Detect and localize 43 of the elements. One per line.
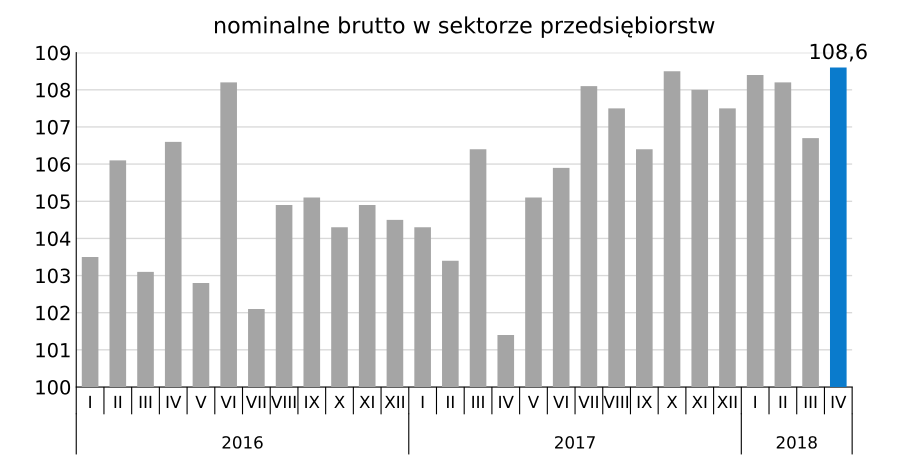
- y-tick-label: 102: [36, 306, 70, 320]
- x-tick-label: I: [422, 396, 424, 408]
- x-tick-label: IX: [305, 396, 320, 408]
- x-tick-label: IV: [166, 396, 182, 408]
- x-tick-label: V: [195, 396, 207, 408]
- x-tick-label: II: [780, 396, 786, 408]
- text: 2017: [555, 436, 595, 449]
- x-tick-label: I: [754, 396, 756, 408]
- y-tick-label: 105: [36, 194, 70, 209]
- data-label: 108,6: [810, 44, 867, 62]
- x-tick-label: XII: [384, 396, 404, 408]
- x-tick-label: II: [447, 396, 454, 408]
- y-tick-label: 109: [36, 46, 70, 60]
- text: 2016: [222, 436, 263, 449]
- x-tick-label: III: [472, 396, 484, 408]
- x-tick-label: III: [804, 396, 816, 408]
- x-tick-label: V: [528, 396, 540, 408]
- x-tick-label: VII: [578, 396, 598, 408]
- x-tick-label: XI: [360, 396, 374, 408]
- x-tick-label: I: [89, 396, 91, 408]
- x-tick-label: X: [334, 396, 345, 408]
- y-tick-label: 101: [36, 342, 70, 358]
- y-tick-label: 108: [36, 82, 70, 98]
- y-tick-label: 106: [36, 157, 70, 172]
- x-tick-label: VIII: [604, 396, 628, 408]
- x-tick-label: VI: [220, 396, 236, 408]
- x-tick-label: IV: [499, 396, 514, 408]
- x-tick-label: VI: [553, 396, 568, 408]
- y-tick-label: 107: [36, 120, 70, 135]
- y-tick-label: 103: [36, 268, 70, 284]
- x-tick-label: II: [114, 396, 122, 408]
- y-tick-label: 104: [36, 231, 70, 246]
- text: 2018: [776, 436, 817, 449]
- x-tick-label: VIII: [271, 396, 296, 408]
- x-tick-label: X: [666, 396, 678, 408]
- x-tick-label: IV: [832, 396, 846, 408]
- x-tick-label: XI: [692, 396, 706, 408]
- x-tick-label: XII: [717, 396, 736, 408]
- x-tick-label: VII: [246, 396, 266, 408]
- y-tick-label: 100: [36, 380, 70, 395]
- x-tick-label: III: [140, 396, 152, 408]
- chart-title: nominalne brutto w sektorze przedsiębiorstw: [215, 16, 714, 38]
- x-tick-label: IX: [638, 396, 652, 408]
